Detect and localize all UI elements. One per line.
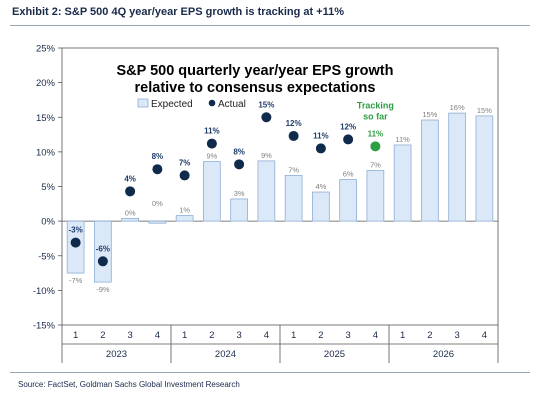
actual-data-label: 12% [286,119,302,128]
tracking-label-line-2: so far [363,111,388,121]
expected-bar [175,215,194,222]
expected-data-label: 7% [370,161,381,170]
y-tick-label: 5% [41,182,55,193]
actual-dot [343,134,354,145]
legend-actual-label: Actual [218,99,246,110]
x-quarter-label: 2 [318,330,323,341]
chart-title-line-2: relative to consensus expectations [135,80,376,96]
chart-title-line-1: S&P 500 quarterly year/year EPS growth [117,63,394,79]
actual-data-label: 11% [204,127,220,136]
x-quarter-label: 4 [482,330,487,341]
expected-data-label: 6% [343,170,354,179]
y-tick-label: -15% [33,321,56,332]
y-tick-label: 25% [36,44,56,55]
expected-bar [448,112,466,222]
expected-bar [284,175,303,222]
actual-dot [97,256,108,267]
expected-bar [366,170,385,222]
source-note: Source: FactSet, Goldman Sachs Global In… [18,380,240,389]
x-quarter-label: 1 [400,330,405,341]
y-tick-label: 15% [36,113,56,124]
x-quarter-label: 4 [264,330,269,341]
y-tick-label: -10% [33,286,56,297]
expected-data-label: 16% [450,103,465,112]
actual-dot [288,130,299,141]
x-quarter-label: 3 [127,330,132,341]
expected-bar [339,179,357,222]
y-tick-label: 10% [36,147,56,158]
x-quarter-label: 4 [155,330,160,341]
eps-growth-chart: -15%-10%-5%0%5%10%15%20%25%2023 2024 2025 2… [33,44,499,363]
y-tick-label: -5% [38,251,55,262]
x-quarter-label: 2 [427,330,432,341]
x-quarter-label: 1 [182,330,187,341]
expected-data-label: 9% [261,151,272,160]
title-divider [10,25,530,26]
expected-data-label: 3% [234,189,245,198]
expected-data-label: 0% [125,208,136,217]
x-quarter-label: 1 [73,330,78,341]
y-tick-label: 0% [41,217,55,228]
expected-data-label: 15% [477,106,492,115]
tracking-label-line-1: Tracking [357,100,394,110]
expected-data-label: 9% [206,152,217,161]
actual-dot [179,170,190,181]
actual-dot [152,164,163,175]
actual-data-label: 8% [233,147,245,156]
expected-bar [475,115,494,222]
y-tick-label: 20% [36,78,56,89]
x-quarter-label: 3 [345,330,350,341]
expected-bar [257,160,276,222]
x-year-label: 2023 [106,349,127,360]
x-quarter-label: 2 [100,330,105,341]
expected-bar [121,217,139,222]
exhibit-title: Exhibit 2: S&P 500 4Q year/year EPS grow… [12,6,345,18]
actual-data-label: -6% [96,244,110,253]
actual-data-label: 11% [313,131,329,140]
expected-bar [94,220,112,283]
actual-dot [261,112,272,123]
expected-bar [203,161,221,222]
actual-data-label: 15% [258,100,274,109]
expected-data-label: 15% [422,110,437,119]
source-divider [10,372,530,373]
x-quarter-label: 4 [373,330,378,341]
actual-dot [206,138,217,149]
x-year-label: 2025 [324,349,345,360]
expected-data-label: 11% [395,135,410,144]
actual-dot [234,159,245,170]
actual-data-label: -3% [69,226,83,235]
expected-data-label: 4% [315,182,326,191]
expected-bar [393,144,412,222]
x-quarter-label: 2 [209,330,214,341]
actual-data-label: 12% [340,122,356,131]
expected-bar [148,220,167,224]
x-quarter-label: 3 [454,330,459,341]
expected-bar [230,198,248,222]
x-year-label: 2024 [215,349,236,360]
actual-data-label: 7% [179,158,191,167]
expected-data-label: 0% [152,199,163,208]
legend-actual-swatch [208,99,216,107]
tracking-dot [370,141,381,152]
x-quarter-label: 1 [291,330,296,341]
legend-expected-label: Expected [151,99,193,110]
x-year-label: 2026 [433,349,454,360]
legend-expected-swatch [137,98,149,108]
actual-dot [70,237,81,248]
expected-data-label: -9% [96,285,110,294]
actual-dot [125,186,136,197]
tracking-value-label: 11% [368,129,384,138]
expected-data-label: -7% [69,276,83,285]
expected-data-label: 1% [179,206,190,215]
x-quarter-label: 3 [236,330,241,341]
actual-data-label: 4% [124,174,136,183]
actual-dot [315,143,326,154]
expected-bar [421,119,439,222]
expected-bar [312,191,330,222]
expected-data-label: 7% [288,165,299,174]
actual-data-label: 8% [152,152,164,161]
